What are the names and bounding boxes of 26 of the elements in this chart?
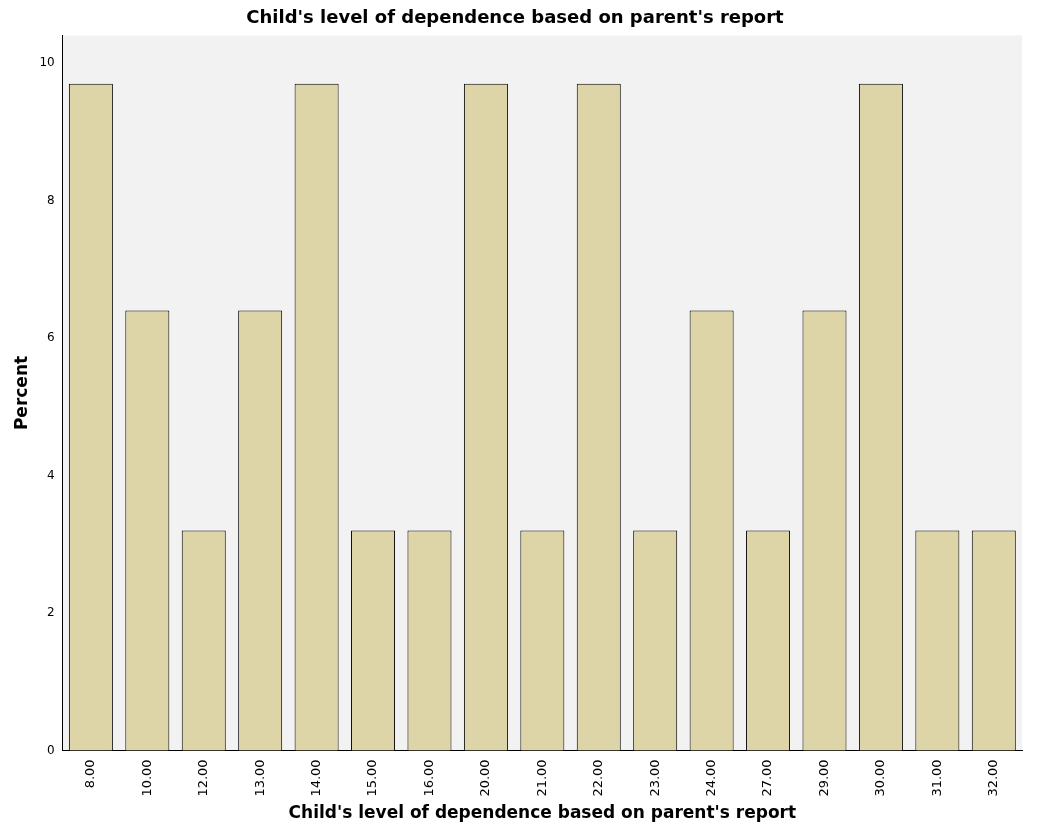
- x-tick-label: 22.00: [590, 759, 606, 797]
- y-tick-label: 10: [39, 55, 55, 70]
- x-tick-label: 29.00: [815, 759, 831, 797]
- x-tick-label: 15.00: [364, 759, 380, 797]
- x-tick-label: 31.00: [928, 759, 944, 797]
- x-axis-title: Child's level of dependence based on parent's report: [288, 802, 797, 823]
- y-tick-label: 0: [47, 742, 55, 757]
- y-axis-title: Percent: [10, 355, 31, 431]
- x-tick-label: 8.00: [82, 759, 98, 789]
- y-tick-label: 8: [47, 192, 55, 207]
- y-tick-label: 2: [47, 605, 55, 620]
- x-tick-label: 14.00: [307, 759, 323, 797]
- x-tick-label: 23.00: [646, 759, 662, 797]
- x-tick-label: 20.00: [477, 759, 493, 797]
- x-tick-label: 21.00: [533, 759, 549, 797]
- x-tick-label: 16.00: [420, 759, 436, 797]
- x-tick-label: 24.00: [703, 759, 718, 797]
- x-tick-label: 30.00: [872, 759, 888, 797]
- x-tick-label: 32.00: [985, 759, 1001, 797]
- x-tick-label: 13.00: [251, 759, 267, 797]
- x-tick-label: 27.00: [759, 759, 775, 797]
- y-tick-label: 4: [47, 467, 55, 482]
- x-tick-label: 10.00: [138, 759, 154, 797]
- chart-title: Child's level of dependence based on parent's report: [246, 6, 785, 28]
- y-tick-label: 6: [47, 330, 55, 345]
- x-tick-label: 12.00: [195, 759, 211, 797]
